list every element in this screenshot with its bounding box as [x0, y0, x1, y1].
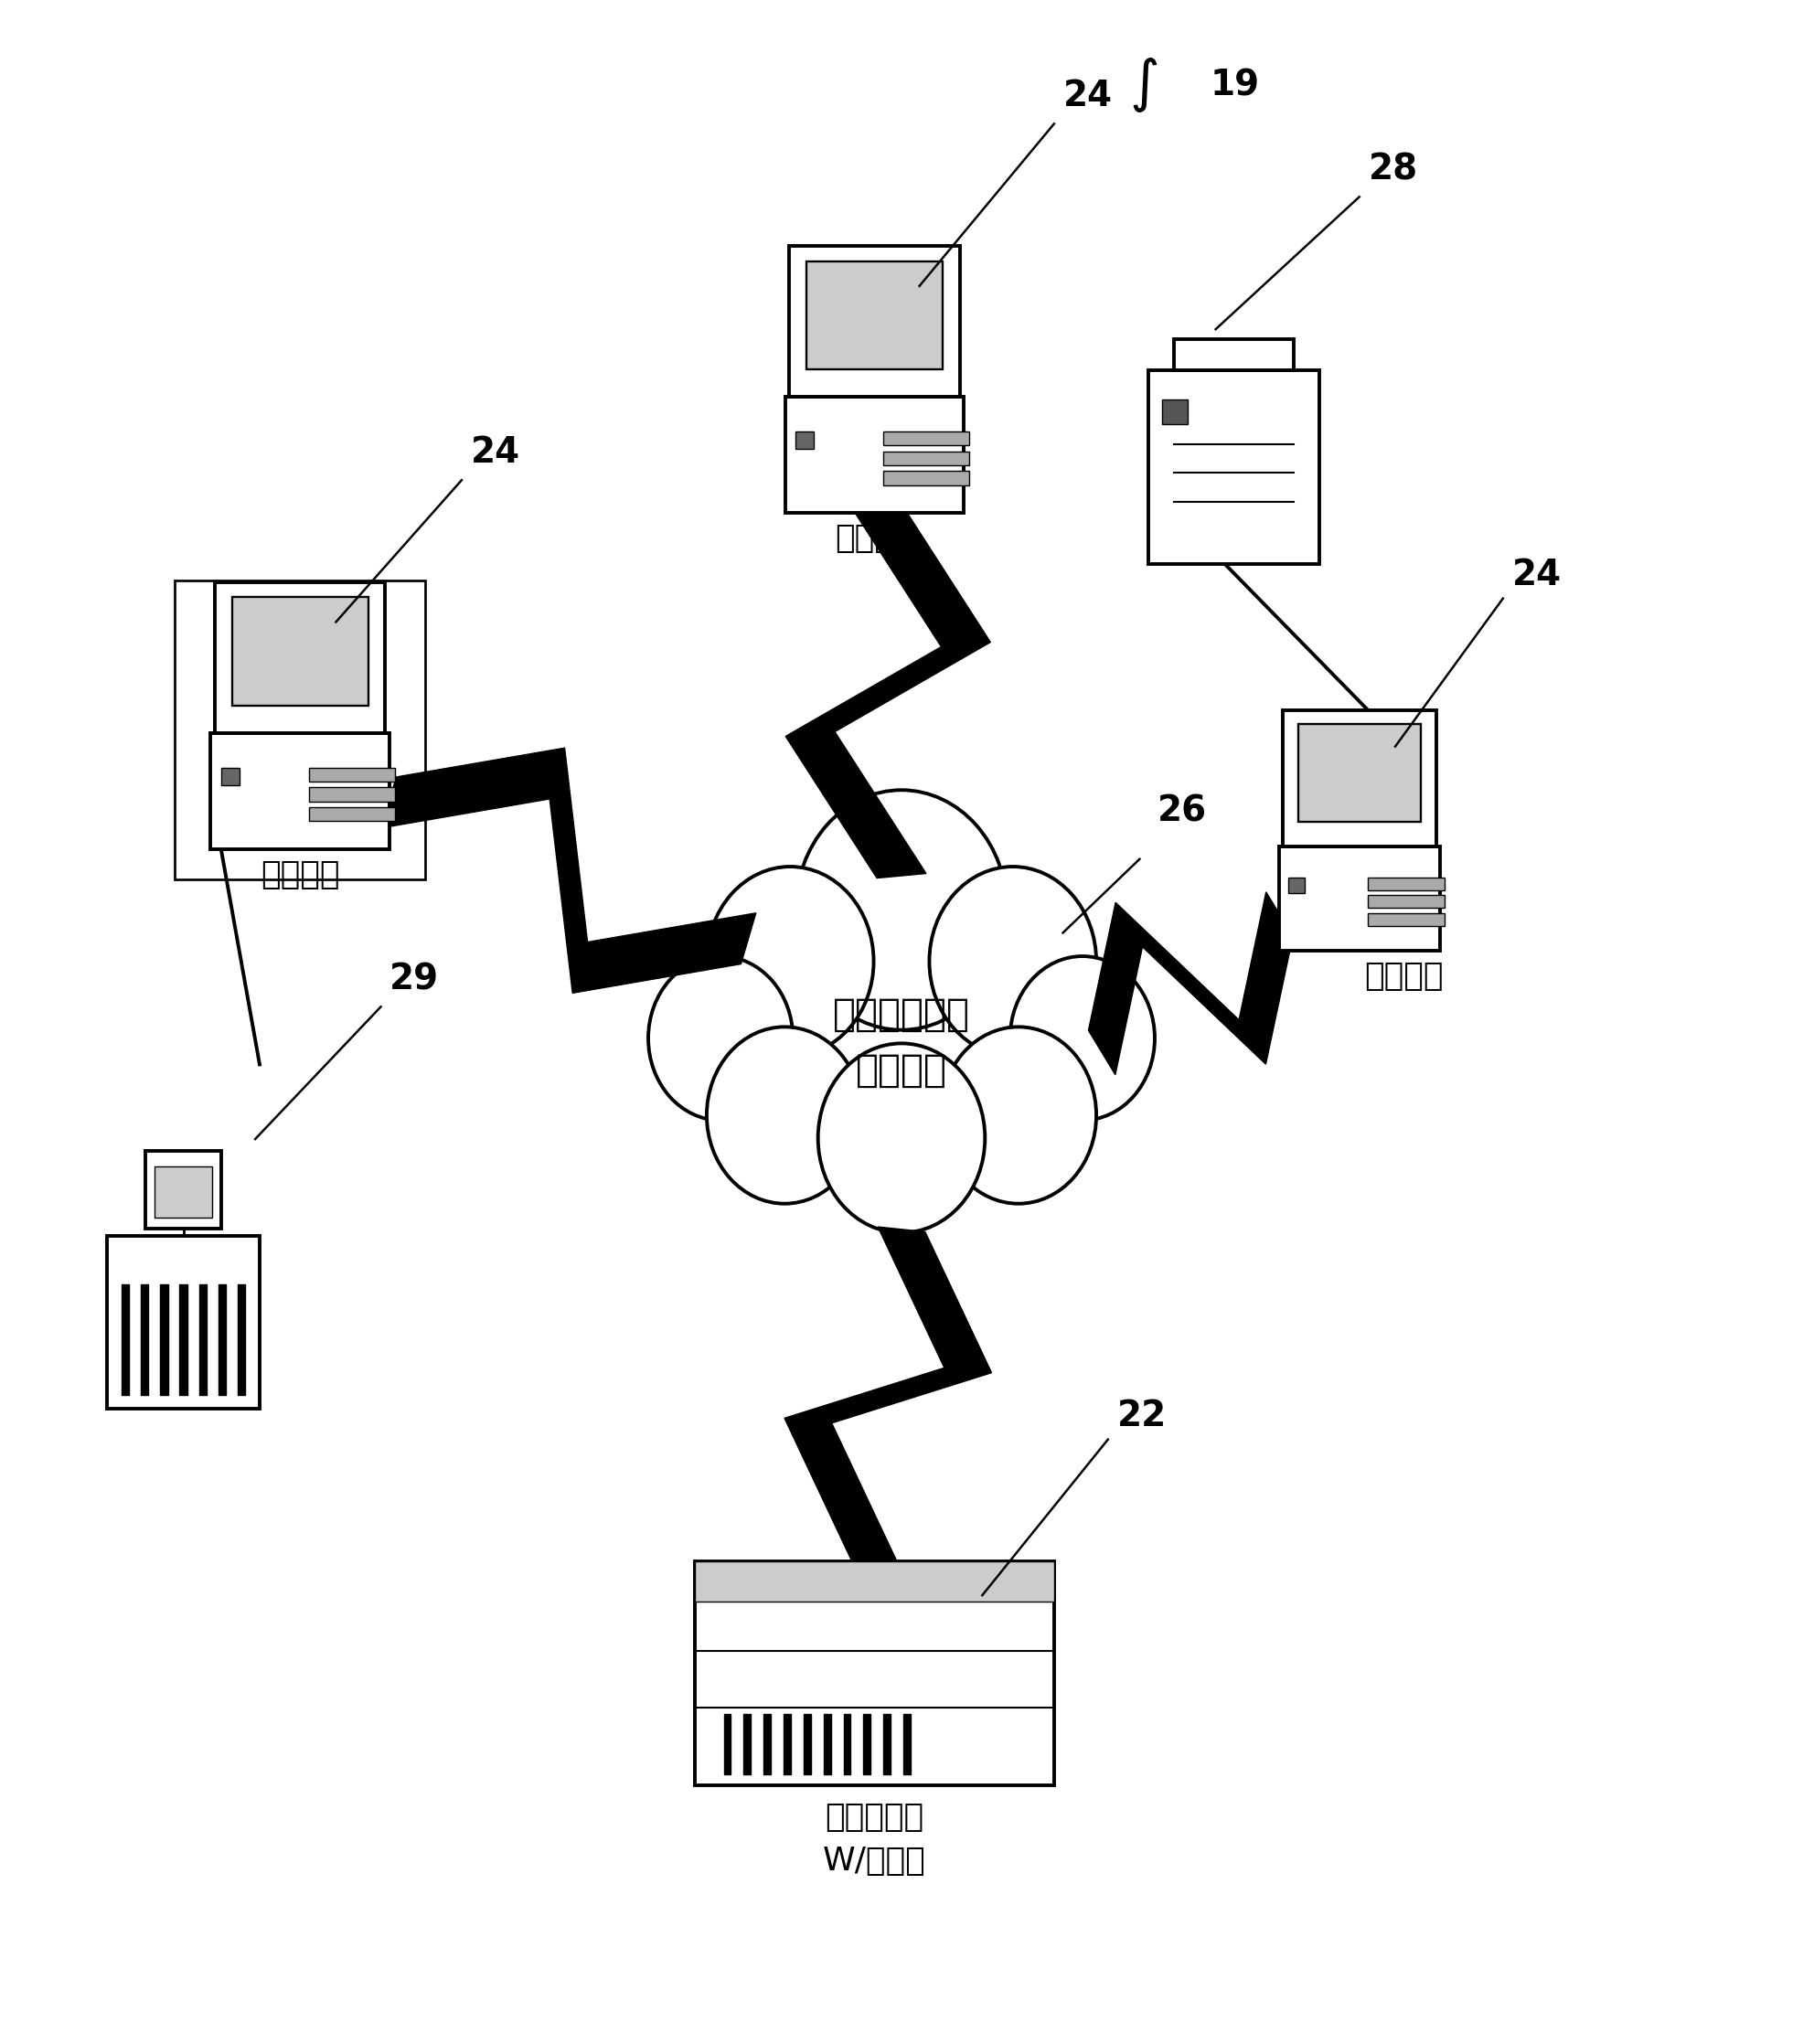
FancyBboxPatch shape	[1367, 895, 1444, 908]
Text: 用户终端: 用户终端	[835, 523, 914, 554]
FancyBboxPatch shape	[211, 734, 389, 848]
FancyBboxPatch shape	[1161, 399, 1188, 425]
FancyBboxPatch shape	[1367, 877, 1444, 889]
Polygon shape	[786, 501, 990, 879]
FancyBboxPatch shape	[146, 1151, 222, 1228]
FancyBboxPatch shape	[1174, 339, 1293, 370]
Text: 24: 24	[1513, 558, 1561, 593]
Circle shape	[795, 791, 1008, 1030]
FancyBboxPatch shape	[694, 1562, 1055, 1602]
Text: 通讯网络，例
如因特网: 通讯网络，例 如因特网	[833, 995, 970, 1089]
Circle shape	[649, 957, 793, 1120]
FancyBboxPatch shape	[1298, 724, 1421, 822]
FancyBboxPatch shape	[784, 397, 965, 513]
FancyBboxPatch shape	[694, 1562, 1055, 1786]
FancyBboxPatch shape	[1282, 711, 1435, 846]
Polygon shape	[1089, 891, 1293, 1075]
Circle shape	[707, 1026, 862, 1204]
Circle shape	[819, 1042, 984, 1233]
Circle shape	[929, 867, 1096, 1057]
FancyBboxPatch shape	[1289, 877, 1305, 893]
FancyBboxPatch shape	[1149, 370, 1320, 564]
FancyBboxPatch shape	[155, 1167, 213, 1218]
FancyBboxPatch shape	[883, 431, 970, 446]
Polygon shape	[784, 1226, 992, 1564]
FancyBboxPatch shape	[1278, 846, 1441, 950]
FancyBboxPatch shape	[233, 597, 368, 705]
Circle shape	[1010, 957, 1154, 1120]
Text: 22: 22	[1116, 1398, 1167, 1433]
FancyBboxPatch shape	[308, 787, 395, 801]
Text: 29: 29	[389, 963, 440, 997]
FancyBboxPatch shape	[790, 245, 959, 397]
FancyBboxPatch shape	[883, 452, 970, 466]
Text: 用户终端: 用户终端	[1365, 961, 1444, 991]
FancyBboxPatch shape	[795, 431, 813, 450]
Circle shape	[941, 1026, 1096, 1204]
Text: $\int$: $\int$	[1130, 55, 1158, 114]
Text: 用户终端: 用户终端	[260, 858, 339, 891]
FancyBboxPatch shape	[308, 807, 395, 822]
FancyBboxPatch shape	[215, 583, 386, 734]
FancyBboxPatch shape	[806, 262, 943, 370]
FancyBboxPatch shape	[106, 1237, 260, 1408]
FancyBboxPatch shape	[222, 769, 240, 785]
FancyBboxPatch shape	[1367, 914, 1444, 926]
Text: 28: 28	[1368, 151, 1417, 186]
FancyBboxPatch shape	[308, 769, 395, 781]
Circle shape	[707, 867, 874, 1057]
Text: 信息处理器
W/数据库: 信息处理器 W/数据库	[822, 1803, 927, 1876]
Text: 26: 26	[1158, 793, 1206, 828]
Text: 19: 19	[1210, 67, 1260, 102]
Text: 24: 24	[471, 435, 519, 470]
Text: 24: 24	[1064, 80, 1112, 114]
Polygon shape	[380, 748, 755, 993]
FancyBboxPatch shape	[883, 470, 970, 484]
